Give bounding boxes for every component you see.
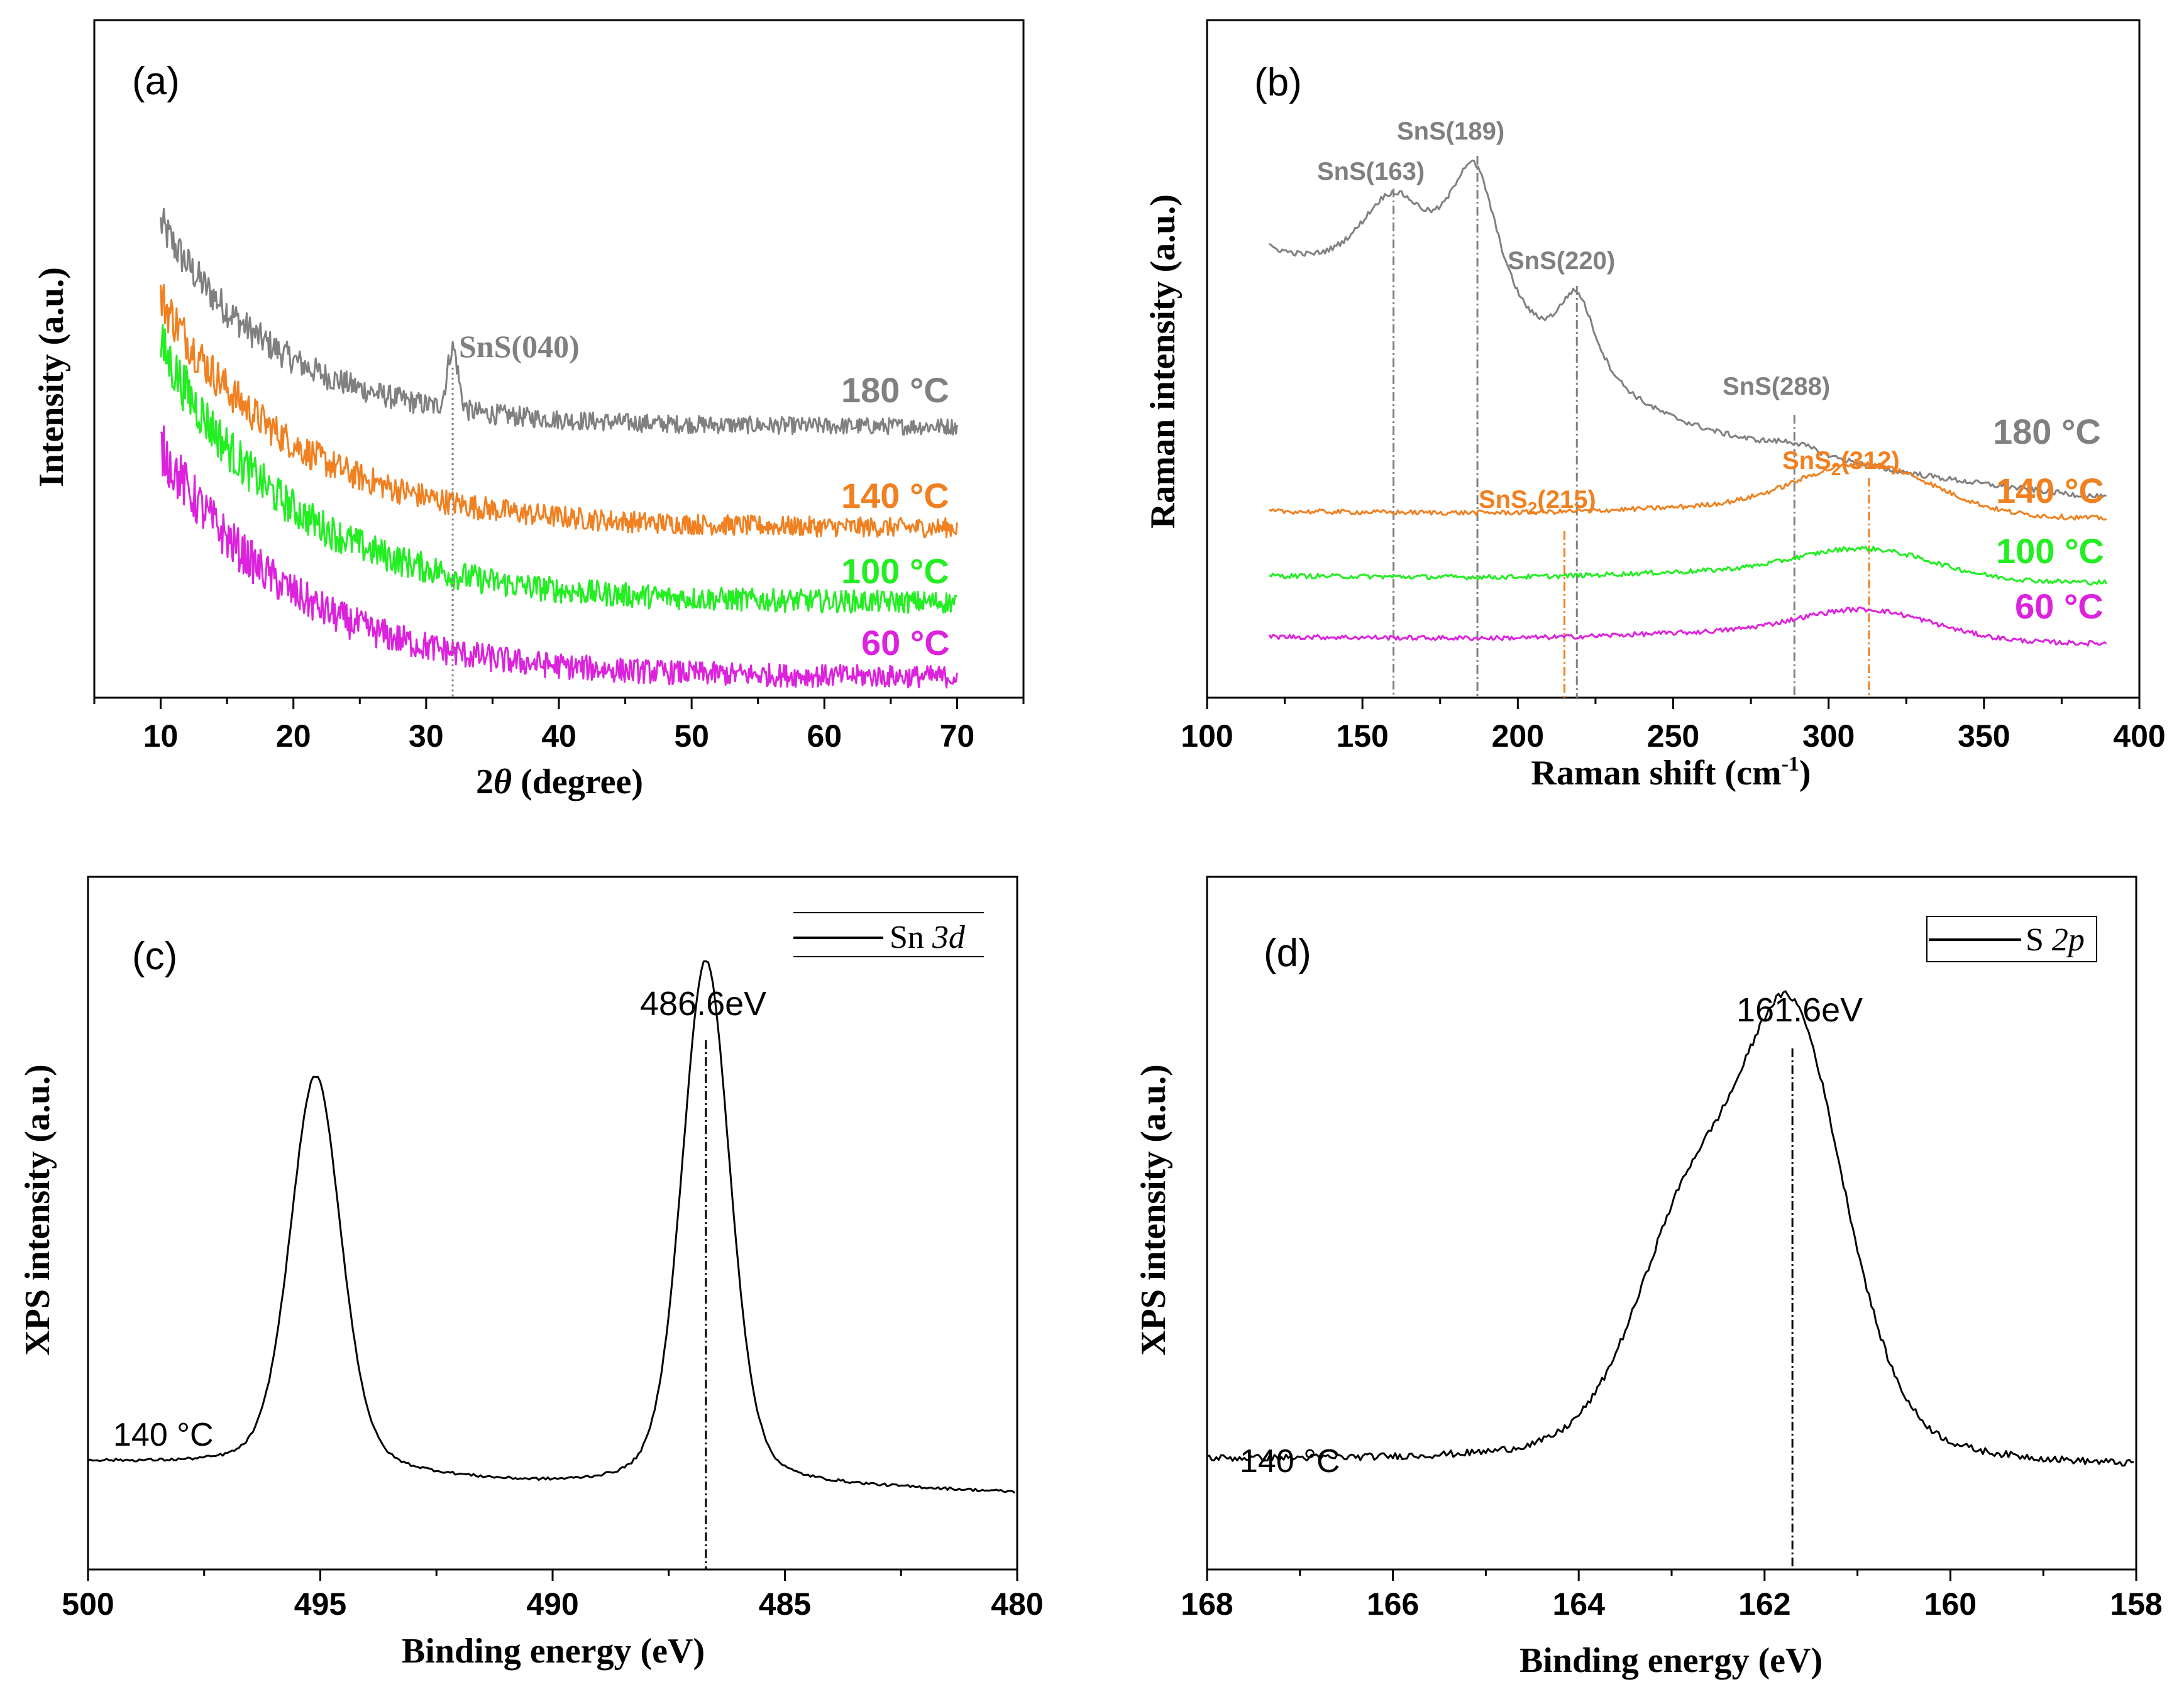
panel-a-annotation-sns040: SnS(040) — [459, 329, 580, 364]
panel-b-series-180 — [1269, 159, 2107, 500]
panel-c-ylabel: XPS intensity (a.u.) — [18, 1064, 57, 1356]
panel-a-label-180: 180 °C — [841, 370, 949, 410]
panel-d-xlabel: Binding energy (eV) — [1519, 1641, 1823, 1680]
panel-a-label-60: 60 °C — [861, 623, 950, 662]
panel-b-guides — [1393, 156, 1870, 698]
panel-b-series-60 — [1268, 606, 2107, 647]
panel-c-peak-label: 486.6eV — [640, 985, 766, 1023]
c-tick-label-485: 485 — [759, 1586, 811, 1622]
a-tick-label-40: 40 — [541, 718, 576, 754]
c-tick-label-500: 500 — [62, 1586, 114, 1622]
d-tick-label-168: 168 — [1181, 1586, 1233, 1622]
panel-d-ylabel: XPS intensity (a.u.) — [1134, 1064, 1173, 1356]
panel-a-series-60 — [160, 425, 958, 689]
panel-b-series-100 — [1269, 546, 2107, 586]
panel-c-series — [87, 960, 1016, 1494]
panel-c-frame — [87, 876, 1018, 1571]
panel-a-label-100: 100 °C — [841, 551, 949, 591]
panel-a-series-100 — [160, 324, 957, 614]
panel-b-ylabel: Raman intensity (a.u.) — [1144, 194, 1183, 529]
b-tick-label-100: 100 — [1181, 718, 1233, 754]
d-tick-label-166: 166 — [1367, 1586, 1419, 1622]
panel-b-annotation-sns2-215: SnS2(215) — [1479, 486, 1596, 518]
panel-b-label-180: 180 °C — [1993, 412, 2101, 451]
panel-d-series — [1206, 990, 2134, 1467]
d-tick-label-158: 158 — [2110, 1586, 2162, 1622]
b-tick-label-300: 300 — [1802, 718, 1855, 754]
panel-c-legend-text: Sn 3d — [890, 920, 966, 955]
panel-d-frame — [1206, 876, 2137, 1571]
c-tick-label-495: 495 — [294, 1586, 346, 1622]
a-tick-label-30: 30 — [409, 718, 444, 754]
a-tick-label-70: 70 — [940, 718, 975, 754]
panel-b-series — [1268, 159, 2107, 647]
a-tick-label-10: 10 — [143, 718, 179, 754]
panel-a: 10 20 30 40 50 60 70 (a) SnS(040) 180 °C 140 °… — [32, 19, 1025, 801]
panel-b-annotation-sns220: SnS(220) — [1508, 247, 1615, 275]
a-tick-label-50: 50 — [674, 718, 709, 754]
d-tick-label-160: 160 — [1924, 1586, 1977, 1622]
panel-d-legend: S 2p — [1926, 916, 2097, 962]
panel-b-frame — [1206, 19, 2141, 699]
panel-b-label-100: 100 °C — [1996, 531, 2104, 571]
panel-b-label-140: 140 °C — [1996, 471, 2104, 510]
panel-d-legend-text: S 2p — [2026, 922, 2085, 958]
panel-d-ticks: 168 166 164 162 160 158 — [1181, 1569, 2163, 1622]
b-tick-label-250: 250 — [1647, 718, 1699, 754]
panel-d-temp-label: 140 °C — [1240, 1443, 1340, 1480]
panel-a-label-140: 140 °C — [841, 476, 949, 515]
panel-a-ylabel: Intensity (a.u.) — [32, 267, 71, 487]
a-tick-label-20: 20 — [276, 718, 311, 754]
b-tick-label-150: 150 — [1336, 718, 1388, 754]
panel-b-xlabel: Raman shift (cm-1) — [1531, 752, 1811, 793]
panel-b-ticks: 100 150 200 250 300 350 400 — [1181, 698, 2166, 754]
b-tick-label-400: 400 — [2113, 718, 2165, 754]
panel-c: 500 495 490 485 480 (c) Sn 3d 486.6eV 140 °C… — [18, 876, 1044, 1671]
panel-a-series — [160, 207, 958, 689]
b-tick-label-350: 350 — [1958, 718, 2010, 754]
panel-c-temp-label: 140 °C — [113, 1417, 214, 1453]
panel-a-series-140 — [160, 283, 958, 539]
panel-d-label: (d) — [1264, 932, 1311, 975]
b-tick-label-200: 200 — [1492, 718, 1544, 754]
panel-c-label: (c) — [132, 935, 177, 978]
panel-b-annotation-sns163: SnS(163) — [1317, 158, 1425, 185]
panel-b-annotation-sns189: SnS(189) — [1397, 118, 1504, 145]
panel-a-xlabel: 2θ (degree) — [476, 762, 643, 801]
c-tick-label-490: 490 — [526, 1586, 578, 1622]
panel-c-legend: Sn 3d — [793, 912, 984, 957]
panel-d-legend-box — [1926, 916, 2097, 962]
panel-c-ticks: 500 495 490 485 480 — [62, 1569, 1044, 1622]
panel-c-xlabel: Binding energy (eV) — [402, 1632, 705, 1671]
panel-d: 168 166 164 162 160 158 (d) S 2p 161.6eV 140 … — [1134, 876, 2163, 1680]
panel-b-annotation-sns288: SnS(288) — [1723, 373, 1830, 400]
panel-b-series-140 — [1269, 461, 2107, 521]
d-tick-label-164: 164 — [1552, 1586, 1605, 1622]
panel-d-series — [1206, 990, 2134, 1467]
a-tick-label-60: 60 — [807, 718, 842, 754]
c-tick-label-480: 480 — [991, 1586, 1043, 1622]
panel-b-label: (b) — [1254, 61, 1302, 104]
panel-a-series-180 — [160, 207, 958, 436]
panel-c-series — [87, 960, 1016, 1494]
panel-a-label: (a) — [132, 60, 180, 103]
panel-a-ticks: 10 20 30 40 50 60 70 — [93, 698, 1025, 754]
panel-b-label-60: 60 °C — [2015, 586, 2104, 626]
panel-b-annotation-sns2-312: SnS2(312) — [1782, 447, 1900, 479]
d-tick-label-162: 162 — [1738, 1586, 1790, 1622]
panel-d-peak-label: 161.6eV — [1736, 991, 1863, 1029]
panel-b: 100 150 200 250 300 350 400 (b) SnS(163) SnS(1… — [1144, 19, 2166, 793]
